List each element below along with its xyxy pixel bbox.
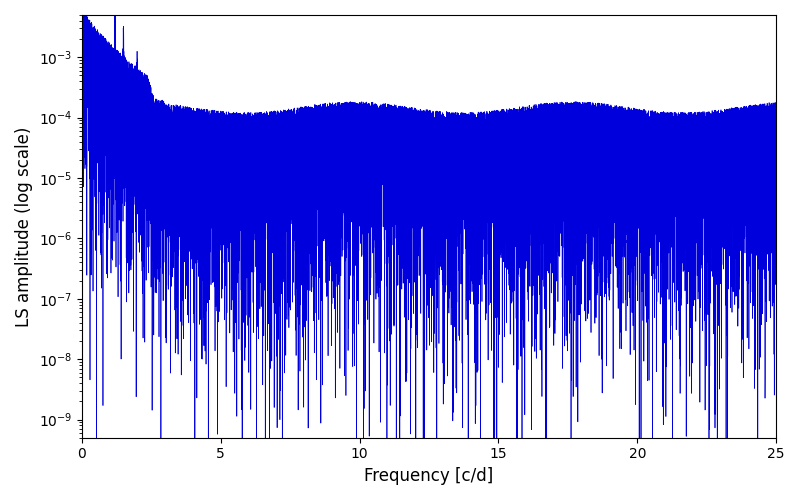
X-axis label: Frequency [c/d]: Frequency [c/d] <box>364 467 494 485</box>
Y-axis label: LS amplitude (log scale): LS amplitude (log scale) <box>15 126 33 326</box>
